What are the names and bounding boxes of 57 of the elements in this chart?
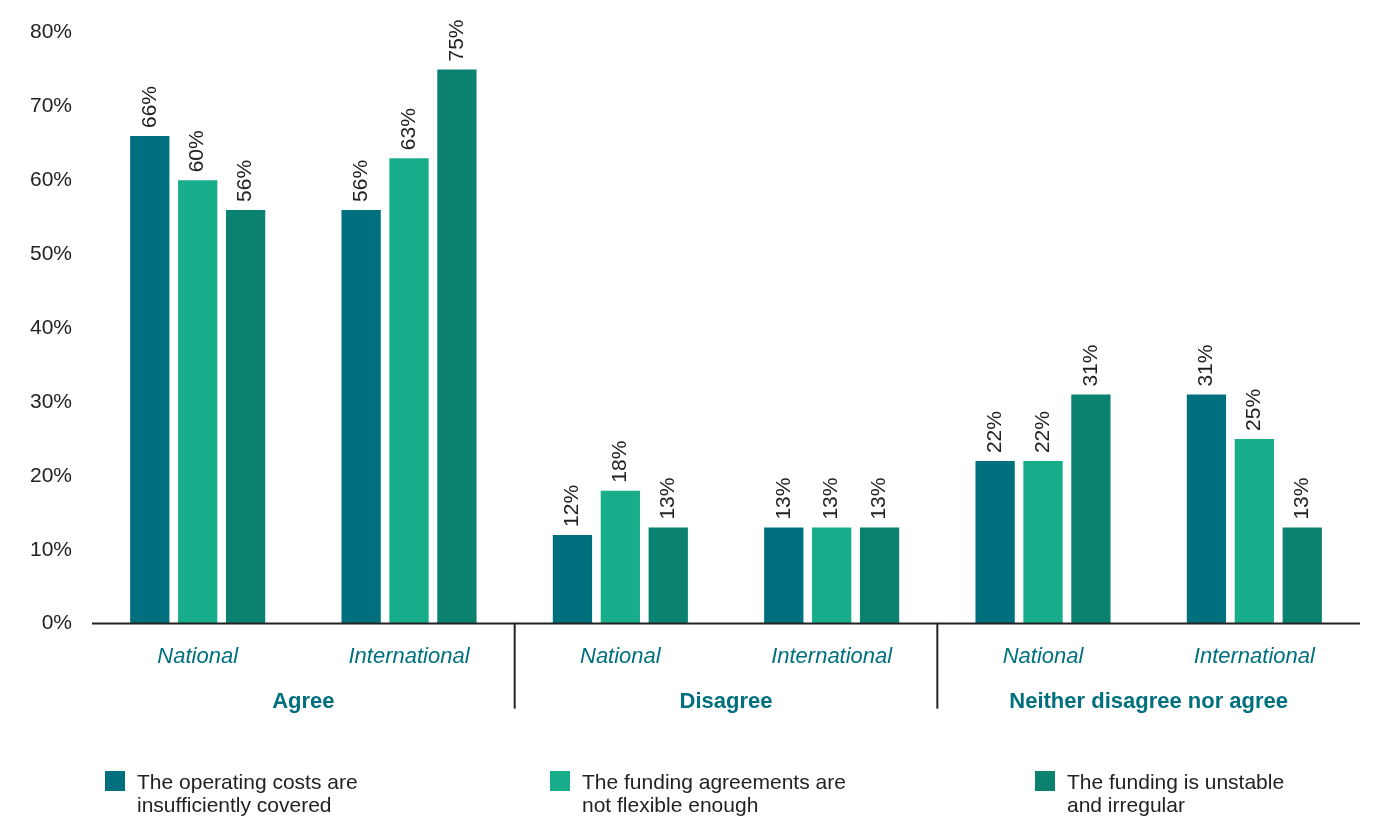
y-tick-label: 20% (30, 462, 73, 486)
legend-label: The funding is unstable and irregular (1067, 770, 1286, 816)
text: Neither disagree nor agree (1009, 687, 1289, 713)
bar (1023, 461, 1063, 624)
text: 22% (981, 411, 1005, 454)
legend-label: The funding agreements are not flexible enough (582, 770, 847, 816)
bar (764, 527, 804, 624)
bar (600, 490, 640, 624)
text: 12% (559, 484, 583, 527)
bar (1282, 527, 1322, 624)
text: 63% (395, 108, 419, 151)
y-tick-label: 80% (30, 19, 73, 43)
text: 31% (1193, 344, 1217, 387)
bar (437, 69, 477, 624)
text: 31% (1077, 344, 1101, 387)
text: 60% (184, 130, 208, 173)
text: 13% (818, 477, 842, 520)
y-tick-label: 10% (30, 536, 73, 560)
bar (1234, 438, 1274, 624)
x-tick-label: National (579, 642, 662, 668)
bar (648, 527, 688, 624)
x-tick-label: National (157, 642, 240, 668)
y-tick-label: 0% (41, 610, 73, 634)
bar (552, 534, 593, 624)
text: 13% (770, 477, 794, 520)
y-tick-label: 40% (30, 314, 73, 338)
x-tick-label: National (1002, 642, 1085, 668)
text: 13% (1289, 477, 1313, 520)
bar (859, 527, 900, 624)
bar (341, 209, 381, 624)
legend-label: The operating costs are insufficiently covered (137, 770, 359, 816)
text: 22% (1029, 411, 1053, 454)
text: 56% (347, 159, 371, 202)
x-tick-label: International (1193, 642, 1316, 668)
text: Disagree (679, 687, 773, 713)
text: 66% (136, 85, 160, 129)
text: 25% (1241, 388, 1265, 431)
bar (975, 461, 1015, 624)
text: Agree (272, 687, 335, 713)
y-tick-label: 30% (30, 388, 73, 412)
text: 56% (232, 159, 256, 202)
text: 75% (443, 19, 467, 62)
bar (178, 180, 218, 624)
y-tick-label: 50% (30, 241, 73, 265)
x-tick-label: International (348, 642, 471, 668)
bar (812, 527, 852, 624)
bar (130, 136, 170, 624)
text: 13% (655, 477, 679, 520)
x-tick-label: International (771, 642, 894, 668)
y-tick-label: 60% (30, 167, 73, 191)
bar (225, 209, 266, 624)
text: 18% (607, 440, 631, 483)
bar (1186, 394, 1227, 624)
y-tick-label: 70% (30, 93, 73, 117)
bar (1071, 394, 1111, 624)
text: 13% (866, 477, 890, 520)
bar (389, 158, 429, 624)
